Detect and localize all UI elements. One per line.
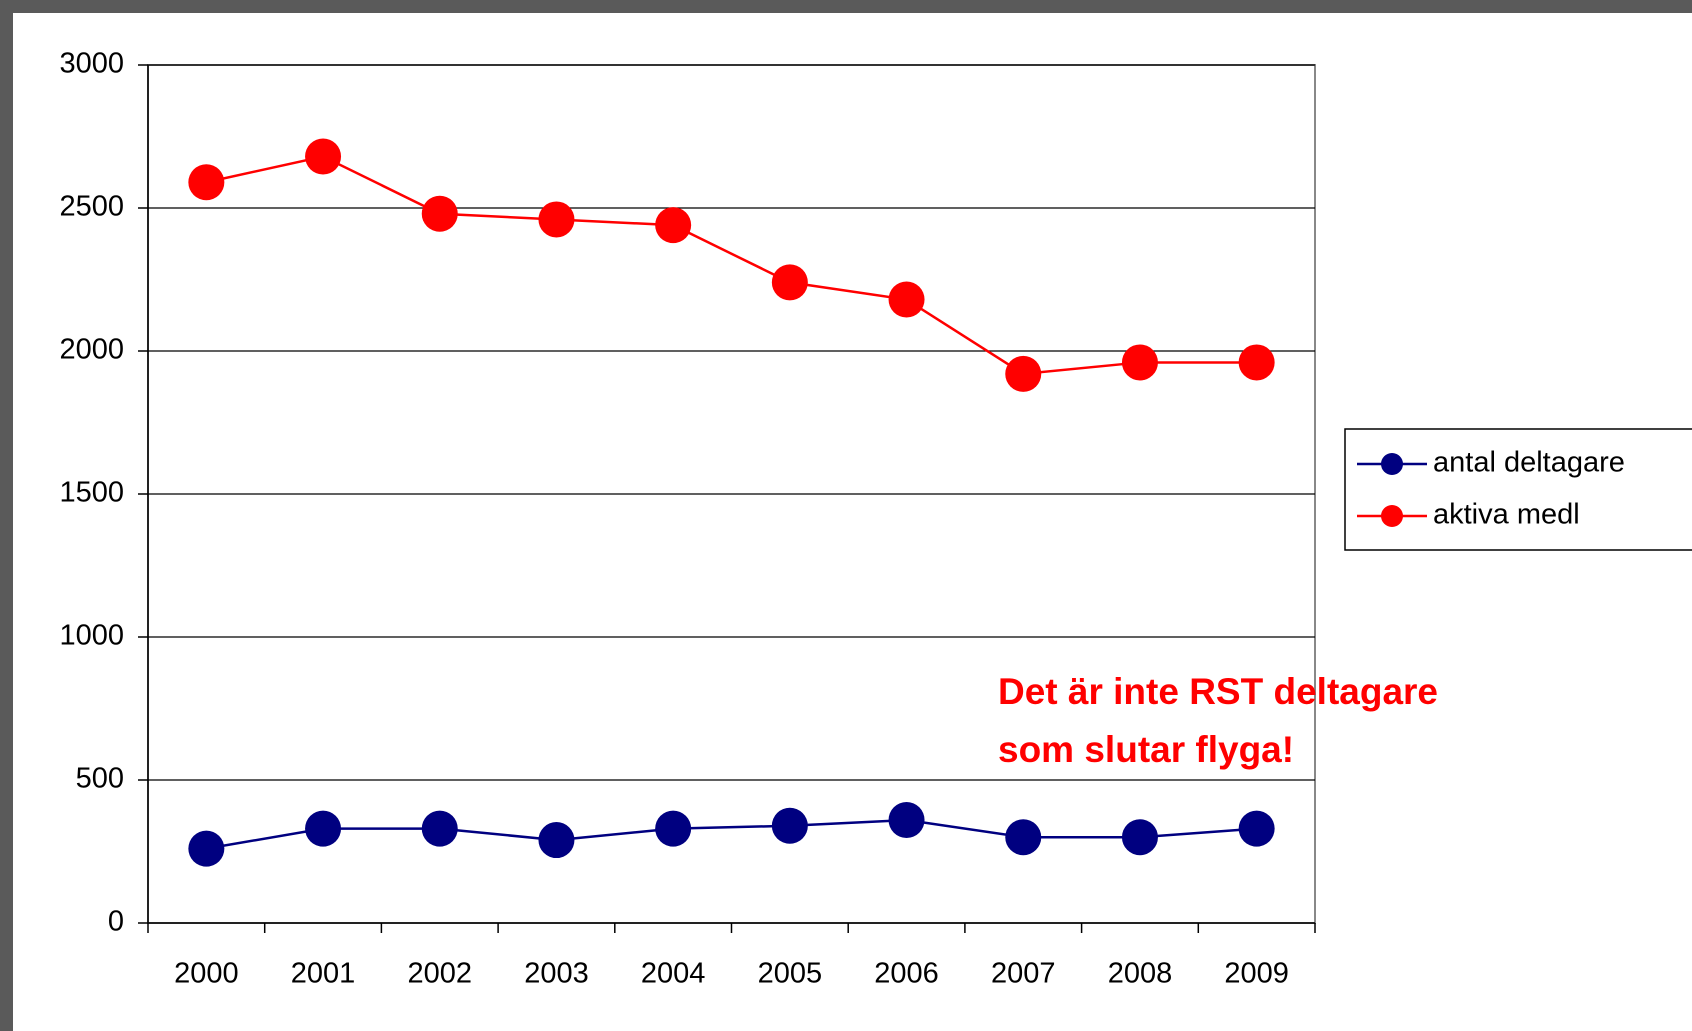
data-point <box>538 822 575 859</box>
data-point <box>771 807 808 844</box>
data-point <box>1238 810 1275 847</box>
data-point <box>1121 344 1158 381</box>
data-point <box>1121 819 1158 856</box>
legend-label: antal deltagare <box>1433 447 1625 479</box>
x-tick-label: 2009 <box>1224 958 1289 990</box>
legend-box <box>1344 428 1692 551</box>
x-tick-label: 2005 <box>758 958 823 990</box>
y-tick-label: 2000 <box>59 334 124 366</box>
y-tick-label: 1000 <box>59 620 124 652</box>
x-tick-label: 2002 <box>407 958 472 990</box>
x-tick-label: 2008 <box>1108 958 1173 990</box>
data-point <box>305 810 342 847</box>
data-point <box>888 802 925 839</box>
data-point <box>1005 819 1042 856</box>
y-tick-label: 0 <box>108 906 124 938</box>
series-line <box>206 155 1257 376</box>
x-tick-label: 2000 <box>174 958 239 990</box>
y-tick-label: 2500 <box>59 191 124 223</box>
x-tick-label: 2003 <box>524 958 589 990</box>
annotation: som slutar flyga! <box>998 729 1294 770</box>
data-point <box>421 195 458 232</box>
data-point <box>538 201 575 238</box>
data-point <box>888 281 925 318</box>
annotation: Det är inte RST deltagare <box>998 671 1438 712</box>
x-tick-label: 2001 <box>291 958 356 990</box>
data-point <box>421 810 458 847</box>
data-point <box>771 264 808 301</box>
x-tick-label: 2006 <box>874 958 939 990</box>
data-point <box>188 830 225 867</box>
y-tick-label: 3000 <box>59 48 124 80</box>
data-point <box>1005 355 1042 392</box>
data-point <box>1238 344 1275 381</box>
legend-marker <box>1381 453 1403 475</box>
y-tick-label: 1500 <box>59 477 124 509</box>
x-tick-label: 2007 <box>991 958 1056 990</box>
legend-marker <box>1381 505 1403 527</box>
series-line <box>206 818 1257 850</box>
x-tick-label: 2004 <box>641 958 706 990</box>
data-point <box>305 138 342 175</box>
data-point <box>188 164 225 201</box>
y-tick-label: 500 <box>76 763 124 795</box>
legend-label: aktiva medl <box>1433 499 1580 531</box>
data-point <box>655 207 692 244</box>
data-point <box>655 810 692 847</box>
